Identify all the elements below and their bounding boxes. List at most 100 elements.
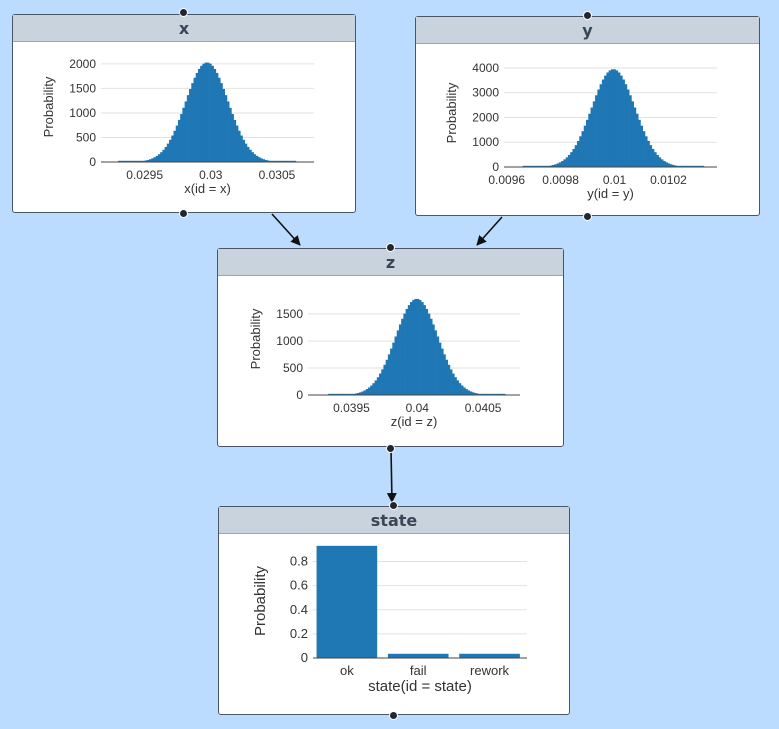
edge-z-to-state[interactable] [386,448,397,503]
chart-z: 0 500 1000 1500 Probability 0.0395 0.04 0.0405 z… [248,298,520,429]
y-tick-label: 1500 [69,81,96,95]
port-state-top[interactable] [389,501,398,510]
histogram-bar [262,159,266,162]
histogram-bar [124,160,128,162]
histogram-bar [117,160,121,162]
histogram-bar [694,165,698,167]
histogram-bar [558,162,562,167]
port-state-bottom[interactable] [389,711,398,720]
histogram-bar [651,148,655,167]
histogram-bar [500,393,504,395]
histogram-bar [579,136,582,167]
histogram-bar [438,342,442,395]
histogram-bar [586,119,589,167]
histogram-bar [240,135,243,162]
histogram-bar [246,146,250,162]
port-z-top[interactable] [386,243,395,252]
node-state[interactable]: state 0 0.2 0.4 0.6 0.8 Probability ok fail rewo… [218,506,570,715]
histogram-bar [604,75,607,167]
histogram-bar [206,62,210,163]
x-tick-label: 0.03 [199,168,223,182]
edge-x-to-z[interactable] [271,213,301,246]
node-x-title: x [13,15,355,42]
node-y[interactable]: y 0 1000 2000 3000 4000 Probability 0.0096 0.00… [415,16,760,216]
histogram-bar [131,160,134,162]
port-x-bottom[interactable] [179,209,188,218]
x-tick-label: 0.0305 [259,168,296,182]
node-z-title: z [218,249,563,276]
histogram-bars [328,298,506,395]
y-tick-label: 2000 [69,57,96,71]
histogram-bar [463,387,466,395]
histogram-bar [445,359,449,395]
histogram-bar [286,160,290,162]
x-tick-label: 0.0395 [333,401,370,415]
histogram-bar [622,79,625,167]
histogram-bar [522,165,526,167]
x-tick-label: 0.0098 [542,173,579,187]
histogram-bar [606,72,610,167]
node-z[interactable]: z 0 500 1000 1500 Probability 0.0395 0.04 0.040… [217,248,564,447]
histogram-bar [633,107,637,167]
x-tick-label: 0.01 [603,173,627,187]
histogram-bar [615,70,619,167]
histogram-bar [674,165,678,167]
histogram-bar [363,390,367,395]
histogram-bar [186,95,190,162]
histogram-bar [434,330,437,395]
edge-y-to-z[interactable] [476,216,503,246]
bar-fail [387,653,449,658]
histogram-bar [583,125,587,167]
histogram-bar [595,95,598,167]
histogram-bar [405,308,409,395]
histogram-bar [635,113,639,167]
histogram-bar [289,160,292,162]
bar-rework [459,653,520,658]
histogram-bar [217,77,221,162]
histogram-bar [144,160,148,162]
histogram-bar [332,393,336,395]
histogram-bar [182,107,186,162]
y-tick-label: 0 [301,650,308,665]
x-tick-label: rework [470,663,510,678]
port-y-top[interactable] [583,11,592,20]
histogram-bar [392,342,395,395]
histogram-bar [538,165,542,167]
histogram-bar [631,101,634,167]
histogram-bar [613,69,616,167]
histogram-bar [385,359,389,395]
port-z-bottom[interactable] [386,444,395,453]
histogram-bar [224,95,228,162]
histogram-bar [253,154,257,162]
histogram-bar [266,160,270,162]
histogram-bar [491,393,495,395]
histogram-bar [151,158,154,162]
histogram-bar [352,393,356,395]
histogram-bar [617,72,621,167]
histogram-bar [540,165,544,167]
histogram-bar [485,393,488,395]
histogram-bar [202,63,206,162]
histogram-bar [284,160,288,162]
histogram-bar [482,393,486,395]
histogram-bar [269,160,272,162]
histogram-bar [476,393,479,395]
histogram-bar [429,318,433,395]
port-y-bottom[interactable] [583,212,592,221]
histogram-bar [647,140,650,167]
node-x[interactable]: x 0 500 1000 1500 2000 Probability 0.0295 0.03 0… [12,14,356,213]
histogram-bar [498,393,502,395]
histogram-bar [341,393,345,395]
histogram-bar [412,299,415,395]
histogram-bar [345,393,349,395]
histogram-bar [354,393,358,395]
histogram-bar [133,160,137,162]
histogram-bar [195,72,199,162]
histogram-bar [189,88,192,162]
histogram-bar [390,348,393,395]
port-x-top[interactable] [179,8,188,17]
y-tick-label: 500 [283,361,303,375]
histogram-bar [432,324,435,395]
histogram-bar [222,88,226,162]
